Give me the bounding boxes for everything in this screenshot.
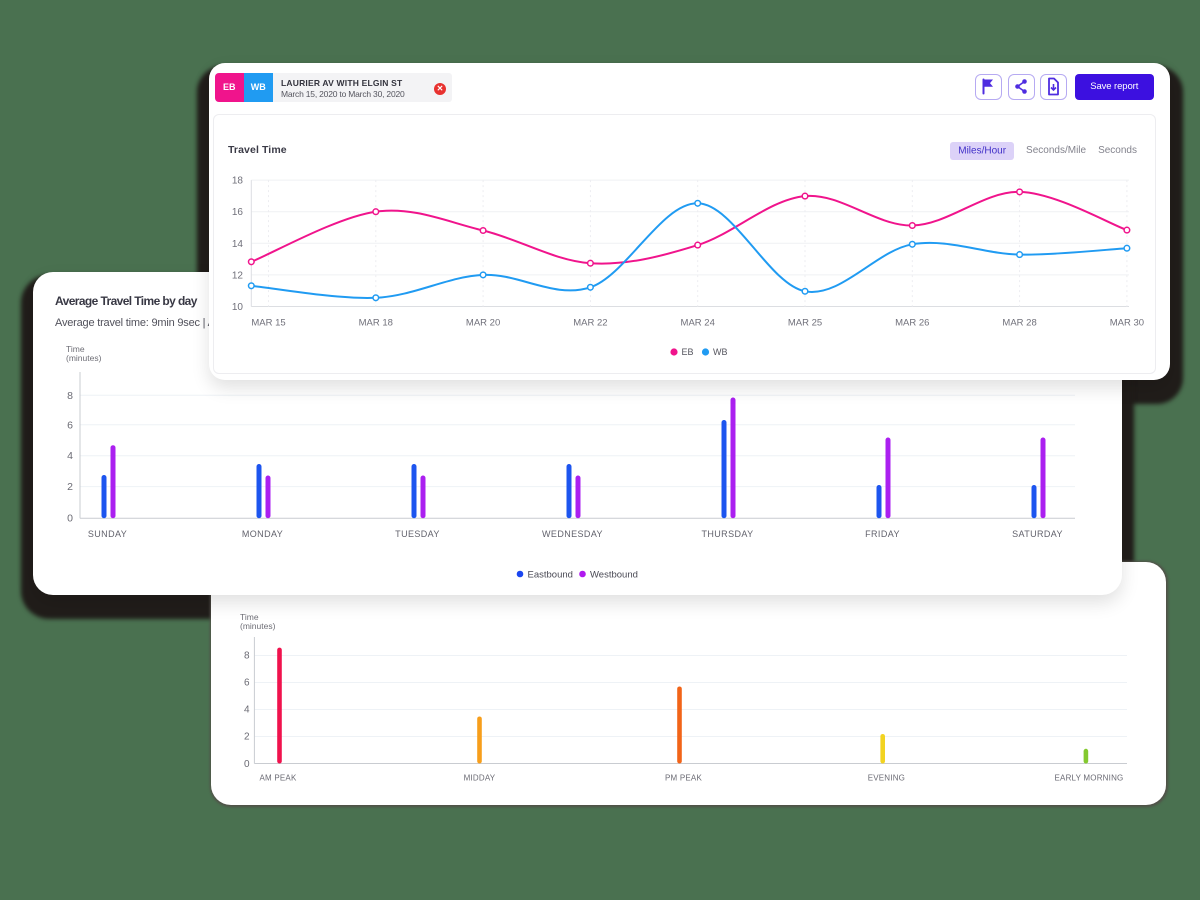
svg-text:MAR 25: MAR 25 xyxy=(788,318,822,329)
svg-text:Time: Time xyxy=(66,344,85,354)
svg-text:6: 6 xyxy=(67,419,73,431)
svg-text:AM PEAK: AM PEAK xyxy=(260,774,297,783)
svg-text:(minutes): (minutes) xyxy=(66,353,102,363)
svg-text:MAR 24: MAR 24 xyxy=(681,318,715,329)
svg-text:16: 16 xyxy=(232,207,244,218)
svg-text:MAR 18: MAR 18 xyxy=(359,318,393,329)
svg-text:6: 6 xyxy=(244,678,250,689)
svg-text:0: 0 xyxy=(67,513,73,525)
svg-text:FRIDAY: FRIDAY xyxy=(865,529,900,539)
svg-text:Westbound: Westbound xyxy=(590,570,638,581)
svg-text:4: 4 xyxy=(244,705,250,716)
svg-text:PM PEAK: PM PEAK xyxy=(665,774,702,783)
svg-text:TUESDAY: TUESDAY xyxy=(395,529,440,539)
svg-text:MAR 28: MAR 28 xyxy=(1002,318,1036,329)
svg-text:MAR 15: MAR 15 xyxy=(251,318,285,329)
svg-text:MIDDAY: MIDDAY xyxy=(464,774,496,783)
svg-text:MONDAY: MONDAY xyxy=(242,529,283,539)
svg-text:2: 2 xyxy=(67,481,73,493)
svg-text:18: 18 xyxy=(232,176,244,187)
svg-text:SATURDAY: SATURDAY xyxy=(1012,529,1063,539)
svg-text:12: 12 xyxy=(232,270,244,281)
svg-text:10: 10 xyxy=(232,302,244,313)
svg-text:EVENING: EVENING xyxy=(868,774,905,783)
svg-text:MAR 30: MAR 30 xyxy=(1110,318,1144,329)
svg-text:4: 4 xyxy=(67,450,73,462)
svg-text:2: 2 xyxy=(244,732,250,743)
svg-text:8: 8 xyxy=(244,651,250,662)
svg-text:MAR 26: MAR 26 xyxy=(895,318,929,329)
svg-text:WEDNESDAY: WEDNESDAY xyxy=(542,529,603,539)
svg-text:WB: WB xyxy=(713,347,728,357)
svg-text:(minutes): (minutes) xyxy=(240,621,276,631)
svg-text:MAR 22: MAR 22 xyxy=(573,318,607,329)
svg-text:8: 8 xyxy=(67,390,73,402)
svg-text:MAR 20: MAR 20 xyxy=(466,318,500,329)
svg-text:EB: EB xyxy=(682,347,694,357)
svg-text:SUNDAY: SUNDAY xyxy=(88,529,127,539)
svg-text:0: 0 xyxy=(244,759,250,770)
svg-text:Time: Time xyxy=(240,612,259,622)
svg-text:Eastbound: Eastbound xyxy=(528,570,573,581)
svg-text:THURSDAY: THURSDAY xyxy=(701,529,753,539)
svg-text:EARLY MORNING: EARLY MORNING xyxy=(1055,774,1124,783)
svg-text:14: 14 xyxy=(232,239,244,250)
